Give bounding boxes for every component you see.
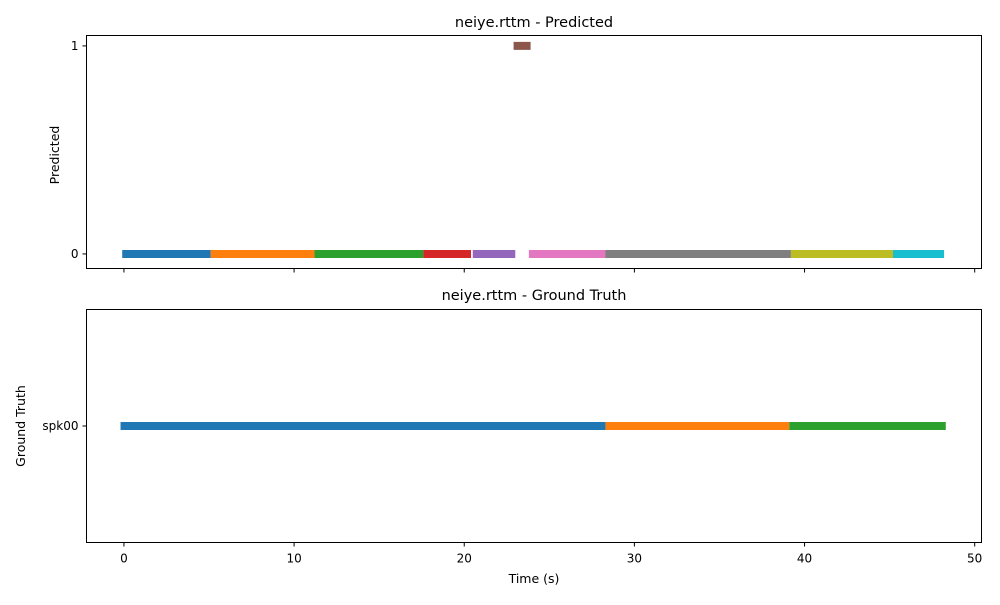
y-tick-label-0: spk00 (42, 419, 78, 433)
ground-truth-plot-frame (86, 309, 982, 543)
x-tick-label-1: 10 (286, 552, 301, 566)
ground-truth-title: neiye.rttm - Ground Truth (442, 288, 627, 304)
y-tick-label-0: 0 (71, 247, 79, 261)
y-tick-label-1: 1 (71, 39, 79, 53)
predicted-ylabel: Predicted (47, 126, 62, 185)
x-tick-label-4: 40 (797, 552, 812, 566)
x-tick-label-5: 50 (967, 552, 982, 566)
x-tick-label-2: 20 (457, 552, 472, 566)
predicted-segments (122, 41, 945, 258)
ground-truth-ylabel: Ground Truth (13, 385, 28, 467)
predicted-title: neiye.rttm - Predicted (455, 15, 613, 31)
predicted-ticks: 01 (71, 39, 976, 273)
predicted-plot-frame (86, 35, 982, 269)
ground-truth-ticks: 0 10 20 30 40 50 spk00 (42, 419, 982, 566)
ground-truth-panel: neiye.rttm - Ground Truth Ground Truth T… (13, 288, 982, 586)
x-tick-label-0: 0 (120, 552, 128, 566)
predicted-panel: neiye.rttm - Predicted Predicted 01 (47, 15, 982, 273)
x-tick-label-3: 30 (627, 552, 642, 566)
x-axis-label: Time (s) (508, 571, 560, 586)
